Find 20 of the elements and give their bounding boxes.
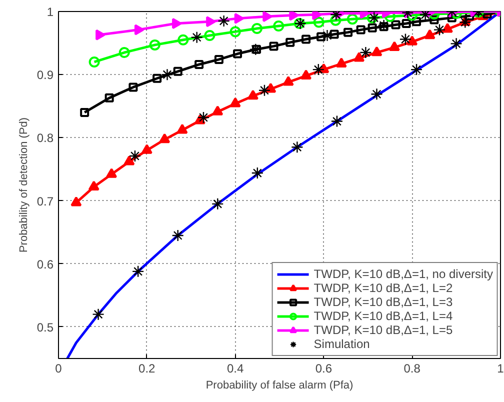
- legend-label: TWDP, K=10 dB,Δ=1, L=4: [314, 309, 453, 323]
- x-tick-label: 0.8: [404, 362, 421, 376]
- x-tick-label: 0: [55, 362, 62, 376]
- y-tick-label: 0.9: [36, 68, 54, 82]
- x-tick-label: 0.6: [315, 362, 332, 376]
- legend-label: TWDP, K=10 dB,Δ=1, L=5: [314, 323, 453, 337]
- x-tick-label: 1: [497, 362, 504, 376]
- y-tick-label: 0.5: [36, 320, 54, 334]
- legend-label: TWDP, K=10 dB,Δ=1, L=2: [314, 281, 453, 295]
- x-tick-label: 0.4: [226, 362, 244, 376]
- x-axis-title: Probability of false alarm (Pfa): [206, 380, 354, 392]
- y-tick-label: 1: [46, 5, 54, 19]
- y-tick-label: 0.6: [36, 257, 54, 272]
- legend-label: TWDP, K=10 dB,Δ=1, L=3: [314, 295, 453, 309]
- y-tick-label: 0.7: [36, 194, 54, 208]
- y-tick-label: 0.8: [36, 131, 54, 146]
- x-tick-label: 0.2: [138, 362, 156, 376]
- legend-label: Simulation: [314, 337, 370, 351]
- legend-label: TWDP, K=10 dB,Δ=1, no diversity: [314, 267, 493, 281]
- y-axis-title: Probability of detection (Pd): [18, 117, 30, 253]
